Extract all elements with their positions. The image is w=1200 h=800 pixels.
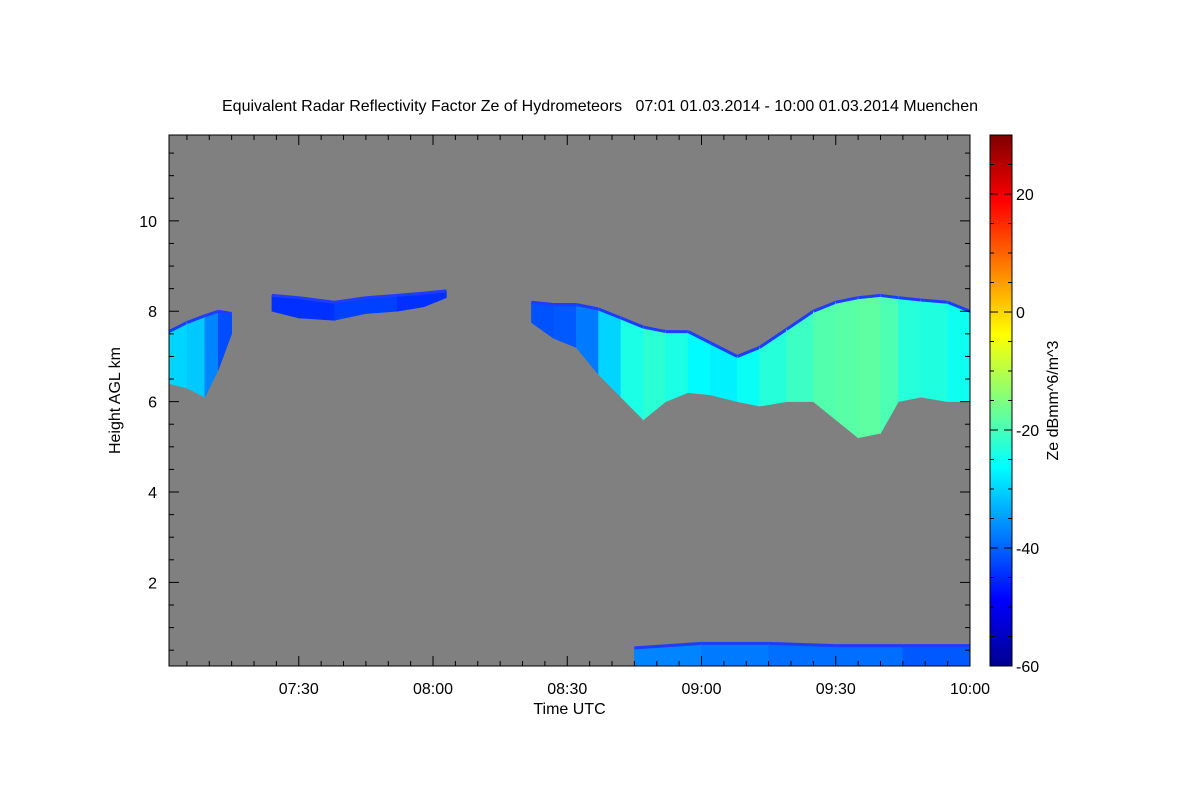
x-tick-label: 10:00: [950, 681, 990, 698]
echo-top-edge: [643, 325, 667, 334]
echo-top-edge: [920, 298, 948, 304]
echo-top-edge: [169, 321, 188, 333]
x-axis-title: Time UTC: [533, 701, 605, 718]
echo-cell: [813, 301, 837, 421]
echo-cell: [857, 295, 881, 439]
y-tick-label: 2: [148, 575, 157, 592]
x-tick-label: 08:00: [413, 681, 453, 698]
echo-top-edge: [423, 289, 447, 295]
colorbar-tick-label: -40: [1016, 541, 1039, 558]
echo-regions: [169, 289, 970, 666]
x-tick-label: 09:30: [816, 681, 856, 698]
y-tick-label: 6: [148, 395, 157, 412]
echo-cell: [920, 299, 948, 402]
echo-top-edge: [857, 293, 881, 300]
echo-top-edge: [620, 316, 644, 329]
echo-top-edge: [298, 296, 335, 304]
colorbar-tick-label: -20: [1016, 423, 1039, 440]
echo-top-edge: [687, 330, 712, 345]
echo-top-edge: [768, 641, 836, 648]
colorbar-tick-label: -60: [1016, 659, 1039, 676]
echo-cell: [701, 643, 769, 666]
x-tick-label: 08:30: [547, 681, 587, 698]
echo-top-edge: [271, 293, 299, 300]
echo-cell: [835, 297, 859, 439]
echo-cell: [186, 315, 206, 398]
echo-cell: [902, 645, 970, 666]
chart-title: Equivalent Radar Reflectivity Factor Ze …: [222, 98, 978, 115]
echo-top-edge: [880, 293, 899, 300]
echo-cell: [835, 645, 904, 666]
echo-top-edge: [898, 296, 921, 302]
echo-top-edge: [531, 300, 554, 306]
colorbar-tick-label: 0: [1016, 305, 1025, 322]
echo-cell: [947, 301, 970, 402]
colorbar-tick-label: 20: [1016, 187, 1034, 204]
y-tick-label: 4: [148, 485, 157, 502]
plot-frame: [168, 134, 971, 667]
echo-cell: [665, 331, 689, 403]
echo-top-edge: [835, 296, 859, 304]
echo-top-edge: [186, 314, 206, 324]
echo-top-edge: [634, 641, 702, 650]
echo-cell: [898, 297, 922, 402]
echo-top-edge: [709, 341, 738, 358]
echo-cell: [169, 322, 188, 389]
y-axis-title: Height AGL km: [107, 347, 124, 454]
echo-top-edge: [598, 307, 622, 320]
echo-top-edge: [334, 296, 367, 304]
colorbar-title: Ze dBmm^6/m^3: [1045, 340, 1062, 460]
echo-top-edge: [947, 300, 970, 313]
echo-top-edge: [785, 310, 815, 331]
echo-top-edge: [397, 291, 425, 297]
x-tick-label: 07:30: [279, 681, 319, 698]
echo-top-edge: [812, 300, 837, 313]
y-tick-label: 10: [139, 214, 157, 231]
echo-top-edge: [758, 328, 788, 349]
echo-top-edge: [736, 346, 761, 358]
echo-top-edge: [204, 309, 219, 318]
y-tick-label: 8: [148, 304, 157, 321]
echo-top-edge: [575, 302, 599, 311]
x-tick-label: 09:00: [681, 681, 721, 698]
echo-top-edge: [217, 309, 232, 315]
echo-top-edge: [365, 293, 398, 300]
